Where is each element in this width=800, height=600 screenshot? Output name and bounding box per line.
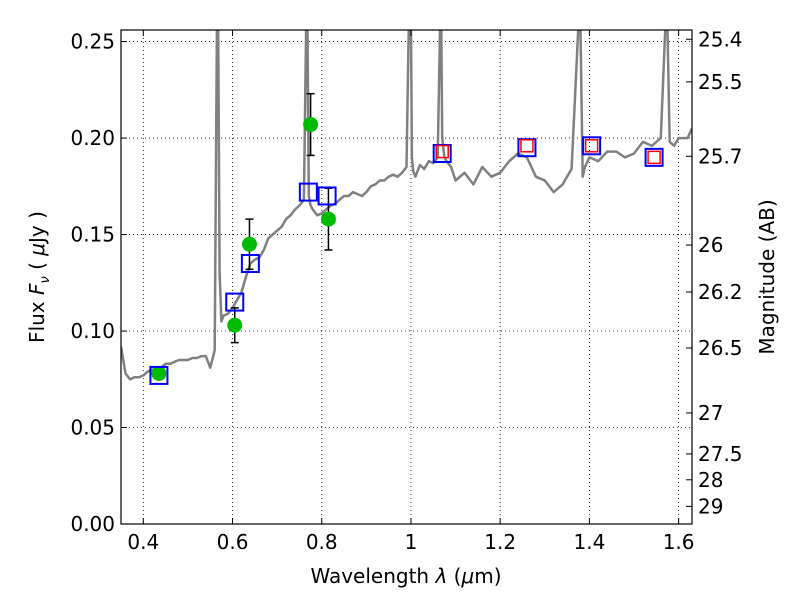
blue-square-marker [582, 136, 602, 156]
y2-tick-label: 29 [698, 494, 723, 518]
red-square-marker [520, 139, 534, 153]
x-tick-label: 0.6 [217, 530, 249, 554]
blue-square-marker [149, 365, 169, 385]
observed-flux-point [320, 211, 336, 227]
red-square-marker [435, 144, 449, 159]
y-tick-label: 0.25 [70, 30, 115, 54]
x-axis-ticks: 0.4 0.6 0.8 1 1.2 1.4 1.6 [127, 30, 695, 554]
blue-square-marker [644, 147, 664, 167]
red-square-marker [647, 150, 661, 165]
y2-tick-label: 25.4 [698, 27, 743, 51]
observed-flux-point [227, 317, 243, 333]
y-tick-label: 0.15 [70, 223, 115, 247]
y-tick-label: 0.20 [70, 126, 115, 150]
observed-flux-point [303, 117, 319, 133]
y2-tick-label: 25.7 [698, 144, 743, 168]
y-tick-label: 0.00 [70, 512, 115, 536]
y2-tick-label: 28 [698, 468, 723, 492]
blue-square-marker [298, 182, 318, 202]
y2-tick-label: 26.2 [698, 280, 743, 304]
axes-frame [120, 29, 693, 525]
y2-tick-label: 26 [698, 233, 723, 257]
model-spectrum-line [121, 30, 692, 381]
x-tick-label: 1.2 [484, 530, 516, 554]
x-tick-label: 0.4 [127, 530, 159, 554]
y2-tick-label: 25.5 [698, 70, 743, 94]
y2-axis-label: Magnitude (AB) [755, 199, 779, 354]
red-square-marker [584, 139, 599, 153]
y-tick-label: 0.10 [70, 319, 115, 343]
x-tick-label: 1 [405, 530, 418, 554]
y-tick-label: 0.05 [70, 416, 115, 440]
x-tick-label: 1.4 [573, 530, 605, 554]
y-axis-label: Flux Fν ( μJy ) [25, 211, 53, 343]
blue-square-marker [317, 186, 337, 206]
blue-square-marker [240, 253, 260, 273]
y2-tick-label: 26.5 [698, 336, 743, 360]
y-axis-ticks: 0.00 0.05 0.10 0.15 0.20 0.25 [70, 30, 127, 536]
plot-area [121, 30, 692, 385]
y2-tick-label: 27 [698, 401, 723, 425]
observed-flux-point [241, 236, 257, 252]
observed-flux-point [151, 365, 167, 381]
x-tick-label: 0.8 [306, 530, 338, 554]
y2-tick-label: 27.5 [698, 442, 743, 466]
x-axis-label: Wavelength λ (μm) [310, 564, 501, 588]
blue-square-marker [225, 292, 245, 312]
x-tick-label: 1.6 [663, 530, 695, 554]
